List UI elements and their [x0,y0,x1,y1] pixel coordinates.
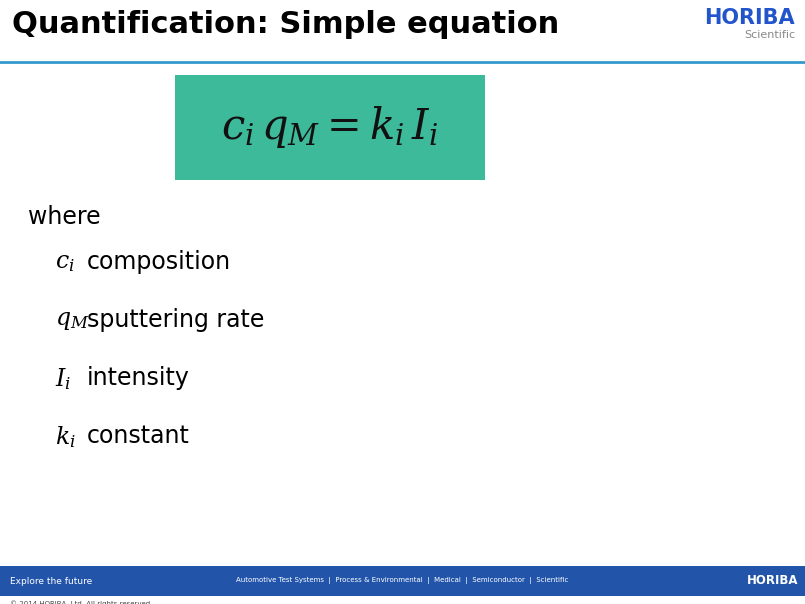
Text: $c_i$: $c_i$ [55,250,75,274]
Text: $c_i\,q_M = k_i\,I_i$: $c_i\,q_M = k_i\,I_i$ [221,104,439,150]
Text: sputtering rate: sputtering rate [87,308,264,332]
FancyBboxPatch shape [175,75,485,180]
Text: © 2014 HORIBA, Ltd. All rights reserved.: © 2014 HORIBA, Ltd. All rights reserved. [10,600,152,604]
Text: HORIBA: HORIBA [704,8,795,28]
Text: intensity: intensity [87,366,190,390]
FancyBboxPatch shape [0,566,805,596]
Text: $q_M$: $q_M$ [55,308,89,332]
Text: HORIBA: HORIBA [746,574,798,588]
Text: Automotive Test Systems  |  Process & Environmental  |  Medical  |  Semiconducto: Automotive Test Systems | Process & Envi… [236,577,568,585]
Text: constant: constant [87,424,190,448]
Text: $I_i$: $I_i$ [55,366,71,392]
Text: Scientific: Scientific [744,30,795,40]
Text: composition: composition [87,250,231,274]
Text: where: where [28,205,101,229]
Text: Quantification: Simple equation: Quantification: Simple equation [12,10,559,39]
Text: Explore the future: Explore the future [10,576,93,585]
Text: $k_i$: $k_i$ [55,424,76,450]
